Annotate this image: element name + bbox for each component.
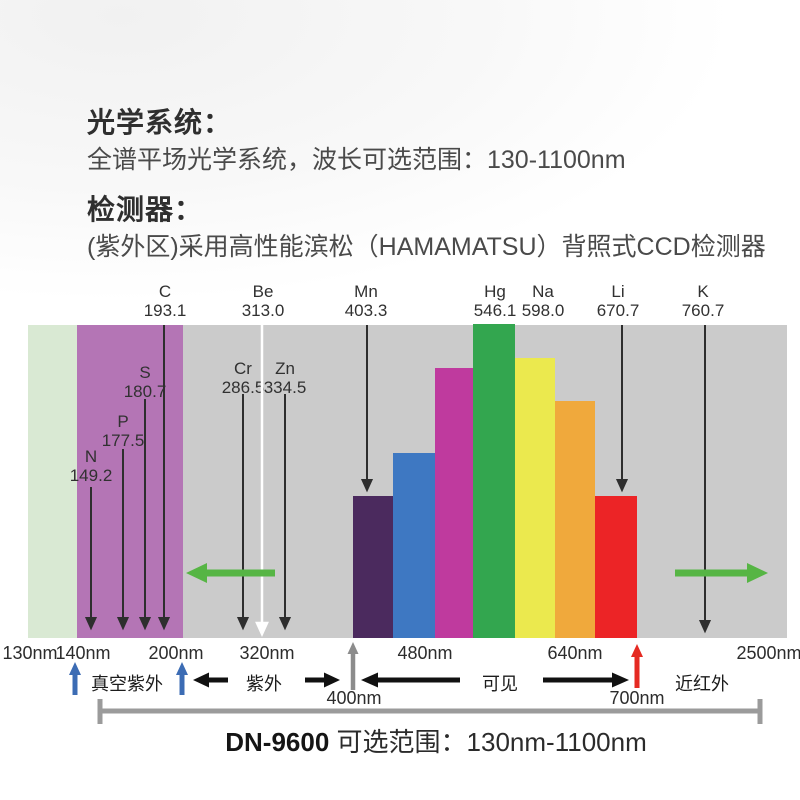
element-label-li: Li 670.7 bbox=[597, 283, 640, 319]
uv-right-arrow-icon bbox=[305, 672, 340, 688]
tick-140nm: 140nm bbox=[55, 643, 111, 663]
element-wavelength: 403.3 bbox=[344, 301, 388, 320]
tick-700nm: 700nm bbox=[609, 688, 665, 708]
bar-orange bbox=[555, 401, 595, 638]
tick-640nm: 640nm bbox=[547, 643, 603, 663]
element-symbol: Zn bbox=[275, 359, 295, 378]
element-wavelength: 313.0 bbox=[241, 301, 285, 320]
element-symbol: P bbox=[117, 412, 129, 431]
bar-blue bbox=[393, 453, 435, 638]
element-wavelength: 177.5 bbox=[101, 431, 145, 450]
element-symbol: C bbox=[158, 282, 172, 301]
tick-200nm: 200nm bbox=[148, 643, 204, 663]
element-symbol: N bbox=[84, 447, 98, 466]
element-wavelength: 598.0 bbox=[521, 301, 565, 320]
element-label-n: N 149.2 bbox=[70, 448, 113, 484]
element-wavelength: 286.5 bbox=[221, 378, 265, 397]
vacuum-uv-band bbox=[28, 325, 77, 638]
element-symbol: Li bbox=[611, 282, 625, 301]
element-symbol: Cr bbox=[234, 359, 252, 378]
bar-magenta bbox=[435, 368, 473, 638]
element-label-s: S 180.7 bbox=[124, 364, 167, 400]
region-label-vacuum-uv: 真空紫外 bbox=[91, 674, 163, 694]
element-wavelength: 334.5 bbox=[263, 378, 307, 397]
detector-description: (紫外区)采用高性能滨松（HAMAMATSU）背照式CCD检测器 bbox=[87, 233, 766, 261]
element-symbol: S bbox=[139, 363, 151, 382]
bar-violet bbox=[353, 496, 393, 638]
marker-200nm-up-arrow-icon bbox=[176, 662, 188, 695]
bar-green bbox=[473, 324, 515, 638]
optical-system-description: 全谱平场光学系统，波长可选范围：130-1100nm bbox=[87, 146, 626, 174]
element-label-na: Na 598.0 bbox=[522, 283, 565, 319]
element-label-hg: Hg 546.1 bbox=[474, 283, 517, 319]
range-caption-text: 可选范围：130nm-1100nm bbox=[336, 727, 647, 757]
element-symbol: Be bbox=[252, 282, 274, 301]
element-symbol: Hg bbox=[484, 282, 506, 301]
uv-left-arrow-icon bbox=[193, 672, 228, 688]
optical-system-heading: 光学系统： bbox=[87, 107, 233, 138]
element-label-c: C 193.1 bbox=[144, 283, 187, 319]
tick-130nm: 130nm bbox=[2, 643, 58, 663]
bar-yellow bbox=[515, 358, 555, 638]
tick-320nm: 320nm bbox=[239, 643, 295, 663]
element-symbol: Na bbox=[532, 282, 554, 301]
element-label-be: Be 313.0 bbox=[242, 283, 285, 319]
element-label-zn: Zn 334.5 bbox=[264, 360, 307, 396]
visible-right-arrow-icon bbox=[543, 672, 629, 688]
element-wavelength: 760.7 bbox=[681, 301, 725, 320]
element-wavelength: 670.7 bbox=[596, 301, 640, 320]
marker-140nm-up-arrow-icon bbox=[69, 662, 81, 695]
element-wavelength: 193.1 bbox=[143, 301, 187, 320]
tick-480nm: 480nm bbox=[397, 643, 453, 663]
visible-left-arrow-icon bbox=[361, 672, 460, 688]
marker-400nm-up-arrow-icon bbox=[347, 642, 359, 690]
bar-red bbox=[595, 496, 637, 638]
element-symbol: K bbox=[697, 282, 709, 301]
tick-400nm: 400nm bbox=[326, 688, 382, 708]
element-label-cr: Cr 286.5 bbox=[222, 360, 265, 396]
element-wavelength: 180.7 bbox=[123, 382, 167, 401]
element-label-p: P 177.5 bbox=[102, 413, 145, 449]
element-label-k: K 760.7 bbox=[682, 283, 725, 319]
element-symbol: Mn bbox=[354, 282, 378, 301]
model-name: DN-9600 bbox=[225, 727, 330, 757]
region-label-near-ir: 近红外 bbox=[675, 674, 729, 694]
tick-2500nm: 2500nm bbox=[736, 643, 800, 663]
element-label-mn: Mn 403.3 bbox=[345, 283, 388, 319]
marker-700nm-up-arrow-icon bbox=[631, 644, 643, 688]
range-caption: DN-9600 可选范围：130nm-1100nm bbox=[225, 722, 646, 759]
region-label-visible: 可见 bbox=[482, 674, 518, 694]
element-wavelength: 149.2 bbox=[69, 466, 113, 485]
region-label-uv: 紫外 bbox=[246, 674, 282, 694]
detector-heading: 检测器： bbox=[87, 194, 204, 225]
uv-band bbox=[77, 325, 183, 638]
element-wavelength: 546.1 bbox=[473, 301, 517, 320]
